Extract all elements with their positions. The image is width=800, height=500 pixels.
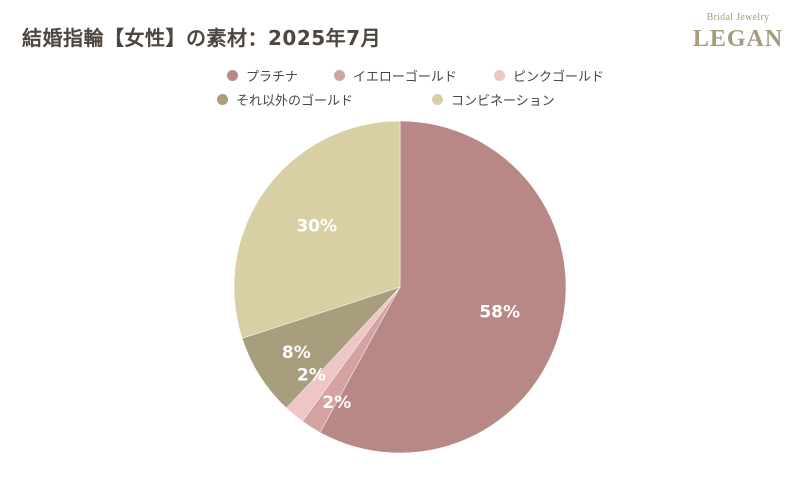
legend-label-yellow-gold: イエローゴールド xyxy=(353,70,457,85)
legend-item-pink-gold: ピンクゴールド xyxy=(494,66,604,85)
legend-item-yellow-gold: イエローゴールド xyxy=(334,66,457,85)
pie-label-pink-gold: 2% xyxy=(297,365,326,385)
pie-label-other-gold: 8% xyxy=(282,343,311,363)
legend-item-platinum: プラチナ xyxy=(227,66,298,85)
legend-label-combination: コンビネーション xyxy=(451,94,555,109)
pie-slices xyxy=(233,120,567,454)
legend-label-pink-gold: ピンクゴールド xyxy=(513,70,605,85)
legend-label-other-gold: それ以外のゴールド xyxy=(236,94,354,109)
legend-swatch-other-gold xyxy=(217,94,228,105)
pie-slice-platinum xyxy=(319,120,567,454)
chart-title: 結婚指輪【女性】の素材：2025年7月 xyxy=(22,26,382,50)
legend-item-other-gold: それ以外のゴールド xyxy=(217,90,353,109)
brand-logo-name: LEGAN xyxy=(692,26,784,52)
brand-logo-tagline: Bridal Jewelry xyxy=(706,12,770,23)
pie-labels: 58%2%2%8%30% xyxy=(282,217,520,414)
legend-label-platinum: プラチナ xyxy=(246,70,299,85)
legend-item-combination: コンビネーション xyxy=(432,90,555,109)
pie-label-platinum: 58% xyxy=(479,303,520,323)
pie-label-yellow-gold: 2% xyxy=(322,393,351,413)
brand-logo: Bridal Jewelry LEGAN xyxy=(690,12,786,56)
legend-swatch-combination xyxy=(432,94,443,105)
legend-swatch-yellow-gold xyxy=(334,70,345,81)
pie-slice-combination xyxy=(233,120,401,339)
legend-swatch-pink-gold xyxy=(494,70,505,81)
pie-label-combination: 30% xyxy=(296,217,337,237)
legend-swatch-platinum xyxy=(227,70,238,81)
